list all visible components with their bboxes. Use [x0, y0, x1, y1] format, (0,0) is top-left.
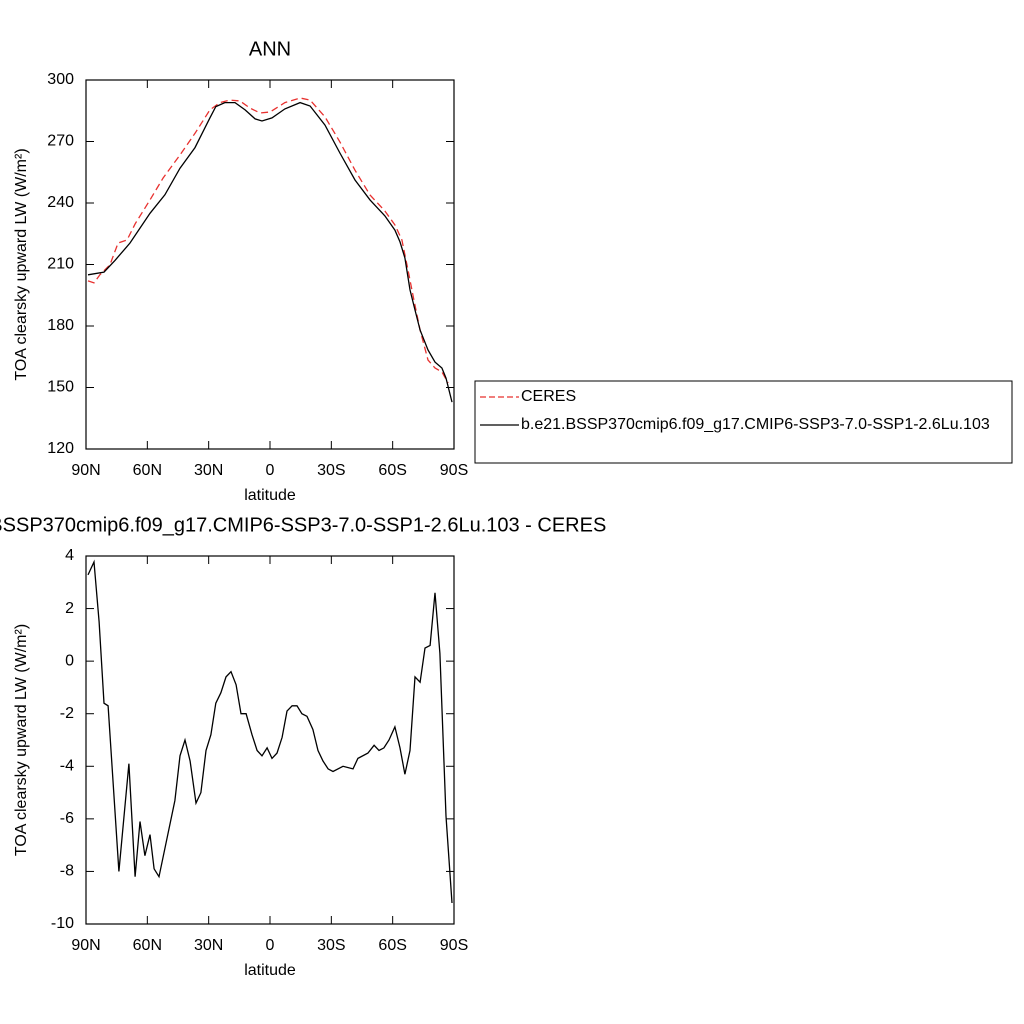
y-tick-label: 210	[47, 256, 74, 273]
chart-title: ANN	[249, 38, 291, 60]
y-tick-label: 180	[47, 317, 74, 334]
y-tick-label: 120	[47, 440, 74, 457]
y-tick-label: -10	[51, 915, 74, 932]
y-tick-label: -8	[60, 863, 74, 880]
x-tick-label: 90S	[440, 937, 468, 954]
x-tick-label: 0	[266, 462, 275, 479]
x-tick-label: 30S	[317, 462, 345, 479]
chart-title: b.e21.BSSP370cmip6.f09_g17.CMIP6-SSP3-7.…	[0, 514, 606, 536]
y-tick-label: 270	[47, 133, 74, 150]
y-tick-label: 2	[65, 600, 74, 617]
x-tick-label: 60N	[133, 937, 162, 954]
legend-label: b.e21.BSSP370cmip6.f09_g17.CMIP6-SSP3-7.…	[521, 416, 990, 433]
series-line	[87, 97, 449, 384]
y-tick-label: 4	[65, 547, 74, 564]
x-tick-label: 0	[266, 937, 275, 954]
x-tick-label: 30N	[194, 937, 223, 954]
y-tick-label: 0	[65, 652, 74, 669]
series-line	[87, 101, 453, 403]
x-tick-label: 30N	[194, 462, 223, 479]
y-tick-label: -6	[60, 810, 74, 827]
x-tick-label: 30S	[317, 937, 345, 954]
x-axis-label: latitude	[244, 962, 296, 979]
x-tick-label: 90N	[71, 462, 100, 479]
legend-box	[474, 380, 1013, 464]
x-tick-label: 60S	[378, 462, 406, 479]
y-tick-label: 240	[47, 194, 74, 211]
plot-frame	[85, 79, 455, 450]
x-tick-label: 60S	[378, 937, 406, 954]
x-axis-label: latitude	[244, 487, 296, 504]
y-tick-label: 300	[47, 71, 74, 88]
y-tick-label: -2	[60, 705, 74, 722]
legend-label: CERES	[521, 388, 576, 405]
y-tick-label: -4	[60, 758, 74, 775]
y-tick-label: 150	[47, 379, 74, 396]
x-tick-label: 60N	[133, 462, 162, 479]
x-tick-label: 90S	[440, 462, 468, 479]
plot-frame	[85, 555, 455, 925]
y-axis-label: TOA clearsky upward LW (W/m²)	[13, 624, 30, 856]
x-tick-label: 90N	[71, 937, 100, 954]
y-axis-label: TOA clearsky upward LW (W/m²)	[13, 148, 30, 380]
series-line	[87, 559, 453, 904]
